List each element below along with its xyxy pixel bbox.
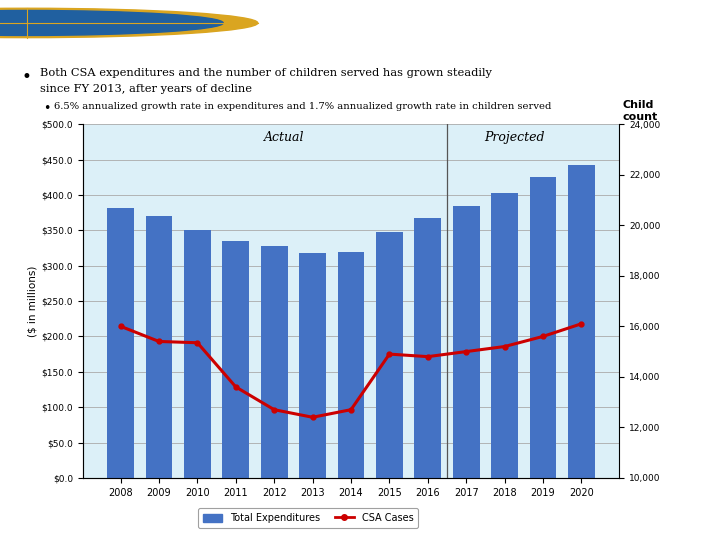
Bar	[300, 253, 326, 478]
Text: Both CSA expenditures and the number of children served has grown steadily: Both CSA expenditures and the number of …	[40, 68, 492, 78]
Bar	[145, 216, 173, 478]
Bar	[414, 218, 441, 478]
Bar	[491, 193, 518, 478]
Circle shape	[0, 8, 258, 38]
Bar	[568, 165, 595, 478]
Bar	[376, 232, 402, 478]
Y-axis label: ($ in millions): ($ in millions)	[27, 265, 37, 337]
Bar	[184, 230, 211, 478]
Bar	[261, 246, 288, 478]
Bar	[222, 241, 249, 478]
Circle shape	[0, 10, 223, 36]
Text: 53: 53	[677, 16, 698, 30]
Text: Projected: Projected	[484, 131, 544, 144]
Text: 6.5% annualized growth rate in expenditures and 1.7% annualized growth rate in c: 6.5% annualized growth rate in expenditu…	[54, 102, 552, 111]
Bar	[453, 206, 480, 478]
Text: •: •	[43, 102, 50, 114]
Text: •: •	[22, 68, 32, 85]
Text: Appendix G - Growth in CSA: Appendix G - Growth in CSA	[230, 14, 490, 32]
Bar	[338, 252, 364, 478]
Legend: Total Expenditures, CSA Cases: Total Expenditures, CSA Cases	[198, 508, 418, 528]
Bar	[107, 208, 134, 478]
Text: since FY 2013, after years of decline: since FY 2013, after years of decline	[40, 84, 251, 94]
Text: Actual: Actual	[264, 131, 304, 144]
Bar	[529, 177, 557, 478]
Text: Child
count: Child count	[623, 100, 658, 122]
